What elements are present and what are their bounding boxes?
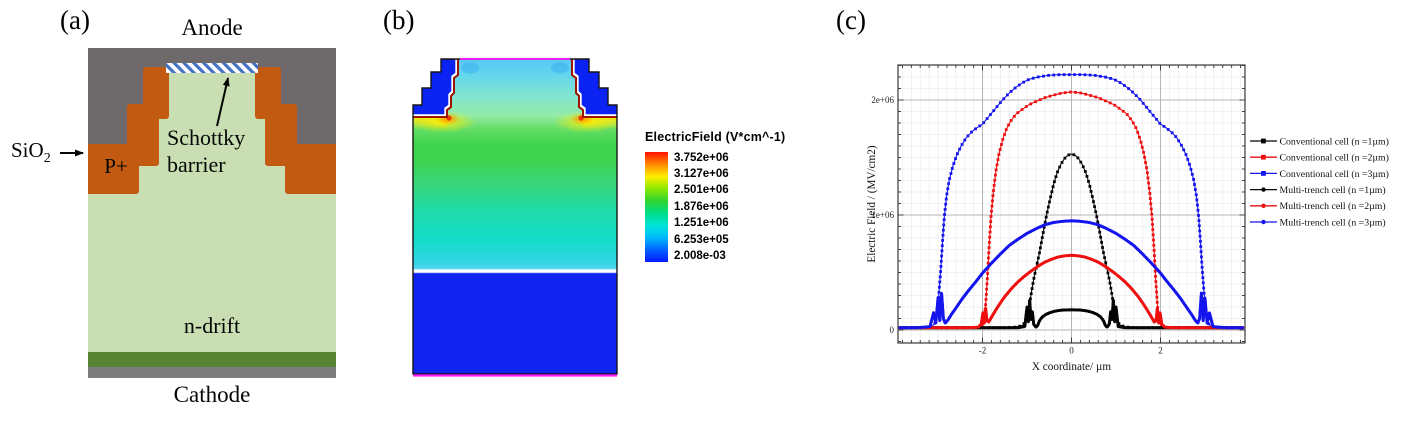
anode-contact-line — [460, 57, 570, 60]
oxide-trench-right — [572, 59, 617, 118]
panel-b-label: (b) — [383, 5, 415, 35]
axis-ticks — [898, 65, 1245, 343]
svg-text:Multi-trench cell (n =3µm): Multi-trench cell (n =3µm) — [1280, 217, 1386, 228]
schottky-barrier-strip — [166, 63, 258, 73]
colorbar-value: 6.253e+05 — [674, 233, 729, 246]
p-plus-label: P+ — [104, 154, 128, 178]
trench-wall-white-left — [413, 59, 458, 117]
svg-text:Conventional cell (n =1µm): Conventional cell (n =1µm) — [1280, 136, 1389, 147]
svg-text:Conventional cell (n =3µm): Conventional cell (n =3µm) — [1280, 169, 1389, 180]
svg-text:2: 2 — [1158, 346, 1163, 356]
svg-text:2e+06: 2e+06 — [871, 95, 894, 105]
colorbar-value: 3.127e+06 — [674, 167, 729, 180]
legend: Conventional cell (n =1µm) Conventional c… — [1250, 136, 1389, 228]
trench-wall-red-left — [413, 59, 459, 118]
svg-text:Multi-trench cell (n =1µm): Multi-trench cell (n =1µm) — [1280, 185, 1386, 196]
p-plus-region-left — [88, 67, 169, 194]
colorbar — [645, 152, 668, 262]
cathode-contact-line — [413, 374, 617, 377]
schottky-label-line1: Schottky — [167, 125, 246, 150]
sio2-text: SiO — [11, 138, 44, 162]
svg-text:1e+06: 1e+06 — [871, 210, 894, 220]
svg-text:Conventional cell (n =2µm): Conventional cell (n =2µm) — [1280, 153, 1389, 164]
schottky-label-line2: barrier — [167, 152, 226, 177]
anode-label: Anode — [181, 15, 243, 40]
series-5 — [898, 219, 1245, 330]
colorbar-value: 1.876e+06 — [674, 200, 729, 213]
field-chart-svg: -2 0 2 0 1e+06 2e+06 X coordinate/ µm Electric … — [866, 64, 1389, 373]
panel-a-label: (a) — [60, 5, 90, 35]
field-hotspots — [413, 62, 617, 133]
schottky-arrow — [216, 77, 230, 127]
svg-text:0: 0 — [1069, 346, 1074, 356]
n-drift-label: n-drift — [183, 313, 241, 338]
colorbar-value: 1.251e+06 — [674, 217, 729, 230]
x-axis-title: X coordinate/ µm — [1032, 361, 1111, 373]
p-plus-region-right — [255, 67, 336, 194]
simulation-svg — [412, 57, 618, 377]
schematic-svg — [60, 48, 336, 378]
cathode-label: Cathode — [173, 382, 251, 407]
trench-wall-red-right — [571, 59, 617, 118]
cathode-metal — [88, 367, 336, 378]
svg-text:0: 0 — [890, 325, 895, 335]
semiconductor-field-map — [413, 59, 617, 374]
svg-text:Multi-trench cell (n =2µm): Multi-trench cell (n =2µm) — [1280, 201, 1386, 212]
buffer-layer — [88, 352, 336, 367]
colorbar-value: 3.752e+06 — [674, 151, 729, 164]
oxide-trench-left — [413, 59, 458, 118]
trench-wall-white-right — [572, 59, 617, 117]
colorbar-title: ElectricField (V*cm^-1) — [645, 130, 786, 144]
major-grid — [898, 65, 1245, 343]
svg-text:-2: -2 — [979, 346, 987, 356]
panel-c-label: (c) — [836, 5, 866, 35]
depletion-boundary-line — [413, 270, 617, 273]
device-outline — [412, 58, 618, 375]
colorbar-value: 2.008e-03 — [674, 249, 726, 262]
tick-labels: -2 0 2 0 1e+06 2e+06 — [871, 95, 1162, 356]
sio2-subscript: 2 — [43, 151, 51, 167]
sio2-label: SiO2 — [11, 138, 51, 167]
colorbar-value: 2.501e+06 — [674, 184, 729, 197]
y-axis-title: Electric Field / (MV/cm2) — [866, 145, 878, 262]
